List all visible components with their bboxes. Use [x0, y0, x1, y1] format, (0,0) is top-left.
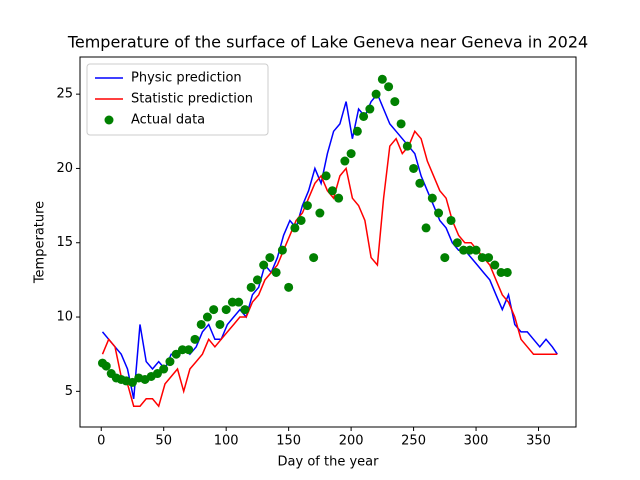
scatter-point: [101, 361, 111, 371]
scatter-point: [202, 312, 212, 322]
scatter-point: [384, 82, 394, 92]
scatter-point: [371, 89, 381, 99]
scatter-point: [490, 260, 500, 270]
scatter-point: [477, 253, 487, 263]
scatter-point: [184, 345, 194, 355]
scatter-point: [427, 193, 437, 203]
scatter-point: [496, 267, 506, 277]
scatter-point: [240, 305, 250, 315]
scatter-point: [165, 357, 175, 367]
scatter-point: [252, 275, 262, 285]
scatter-point: [177, 345, 187, 355]
scatter-point: [365, 104, 375, 114]
scatter-point: [359, 111, 369, 121]
scatter-point: [221, 305, 231, 315]
scatter-point: [190, 334, 200, 344]
scatter-point: [465, 245, 475, 255]
scatter-point: [127, 377, 137, 387]
scatter-point: [327, 186, 337, 196]
legend-label: Actual data: [131, 113, 205, 128]
legend-label: Statistic prediction: [131, 92, 253, 107]
scatter-point: [309, 253, 319, 263]
scatter-point: [290, 223, 300, 233]
y-tick-label: 25: [56, 87, 73, 102]
scatter-point: [227, 297, 237, 307]
scatter-point: [284, 282, 294, 292]
scatter-point: [277, 245, 287, 255]
scatter-point: [402, 141, 412, 151]
scatter-point: [415, 178, 425, 188]
scatter-point: [484, 253, 494, 263]
scatter-point: [390, 97, 400, 107]
legend-box: [86, 63, 269, 136]
y-tick-label: 5: [65, 384, 73, 399]
scatter-point: [196, 319, 206, 329]
scatter-point: [396, 119, 406, 129]
scatter-point: [234, 297, 244, 307]
scatter-point: [452, 238, 462, 248]
scatter-point: [434, 208, 444, 218]
x-axis-label: Day of the year: [278, 455, 380, 470]
y-axis-label: Temperature: [33, 201, 48, 284]
scatter-point: [352, 126, 362, 136]
scatter-point: [215, 319, 225, 329]
scatter-point: [471, 245, 481, 255]
x-tick-label: 200: [339, 434, 364, 449]
x-tick-label: 350: [526, 434, 551, 449]
scatter-point: [409, 163, 419, 173]
chart-title: Temperature of the surface of Lake Genev…: [67, 33, 588, 52]
scatter-point: [321, 171, 331, 181]
x-tick-label: 250: [401, 434, 426, 449]
scatter-point: [209, 305, 219, 315]
x-tick-label: 300: [464, 434, 489, 449]
scatter-point: [302, 201, 312, 211]
scatter-point: [152, 369, 162, 379]
scatter-point: [315, 208, 325, 218]
scatter-point: [171, 349, 181, 359]
y-tick-label: 20: [56, 161, 73, 176]
scatter-point: [346, 149, 356, 159]
x-tick-label: 150: [276, 434, 301, 449]
scatter-point: [377, 74, 387, 84]
scatter-point: [246, 282, 256, 292]
scatter-point: [459, 245, 469, 255]
scatter-point: [421, 223, 431, 233]
x-tick-label: 0: [97, 434, 105, 449]
legend-label: Physic prediction: [131, 71, 242, 86]
plot-frame: [79, 56, 577, 428]
scatter-point: [296, 215, 306, 225]
scatter-point: [271, 267, 281, 277]
scatter-point: [159, 364, 169, 374]
scatter-point: [502, 267, 512, 277]
scatter-point: [265, 253, 275, 263]
scatter-point: [334, 193, 344, 203]
scatter-point: [446, 215, 456, 225]
x-tick-label: 50: [155, 434, 172, 449]
y-tick-label: 15: [56, 235, 73, 250]
scatter-point: [440, 253, 450, 263]
scatter-point: [340, 156, 350, 166]
scatter-point: [259, 260, 269, 270]
legend-swatch: [104, 115, 114, 125]
x-tick-label: 100: [214, 434, 239, 449]
y-tick-label: 10: [56, 310, 73, 325]
